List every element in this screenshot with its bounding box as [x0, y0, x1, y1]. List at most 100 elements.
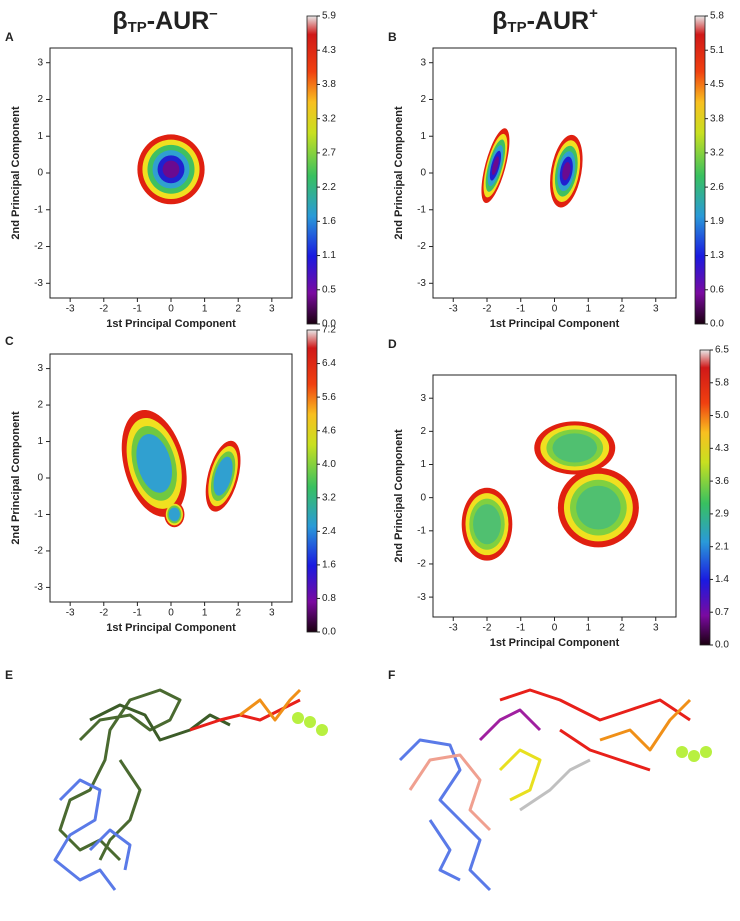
density-region — [473, 504, 501, 545]
colorbar-tick-label: 5.1 — [710, 45, 724, 56]
y-tick-label: 2 — [420, 94, 426, 105]
x-tick-label: 3 — [653, 304, 659, 315]
y-tick-label: 2 — [37, 400, 43, 411]
panel-label: F — [388, 668, 395, 682]
x-tick-label: 2 — [619, 304, 625, 315]
colorbar-tick-label: 4.3 — [322, 45, 336, 56]
colorbar-tick-label: 3.2 — [322, 113, 336, 124]
colorbar-tick-label: 2.4 — [322, 526, 336, 537]
colorbar-tick-label: 7.2 — [322, 325, 336, 336]
x-tick-label: 0 — [552, 304, 558, 315]
colorbar-tick-label: 2.6 — [710, 182, 724, 193]
y-axis-label: 2nd Principal Component — [10, 106, 22, 240]
y-tick-label: -3 — [34, 582, 43, 593]
x-tick-label: -1 — [516, 623, 525, 634]
y-tick-label: -1 — [417, 525, 426, 536]
column-title: βTP-AUR+ — [492, 5, 598, 36]
y-tick-label: 1 — [37, 436, 43, 447]
colorbar-tick-label: 4.0 — [322, 459, 336, 470]
y-tick-label: -2 — [34, 241, 43, 252]
colorbar-tick-label: 4.5 — [710, 79, 724, 90]
y-tick-label: 0 — [420, 492, 426, 503]
x-tick-label: 3 — [269, 304, 275, 315]
x-tick-label: 1 — [202, 304, 208, 315]
x-tick-label: 0 — [168, 608, 174, 619]
y-tick-label: 0 — [420, 168, 426, 179]
colorbar-tick-label: 1.6 — [322, 216, 336, 227]
panel-label: C — [5, 334, 14, 348]
colorbar-tick-label: 1.3 — [710, 250, 724, 261]
y-tick-label: 2 — [37, 94, 43, 105]
panel-label: D — [388, 337, 397, 351]
x-tick-label: -3 — [449, 304, 458, 315]
x-tick-label: 3 — [653, 623, 659, 634]
x-tick-label: -3 — [66, 304, 75, 315]
density-region — [168, 507, 180, 522]
x-tick-label: 3 — [269, 608, 275, 619]
density-region — [491, 156, 499, 175]
y-tick-label: -2 — [417, 559, 426, 570]
y-tick-label: 0 — [37, 473, 43, 484]
colorbar-tick-label: 5.8 — [710, 11, 724, 22]
column-title: βTP-AUR– — [112, 5, 217, 36]
x-tick-label: -2 — [99, 304, 108, 315]
y-tick-label: 2 — [420, 426, 426, 437]
colorbar-tick-label: 2.9 — [715, 509, 729, 520]
x-tick-label: 2 — [235, 608, 241, 619]
x-tick-label: -3 — [66, 608, 75, 619]
y-tick-label: 1 — [37, 131, 43, 142]
plot-frame — [432, 374, 677, 618]
colorbar-tick-label: 1.6 — [322, 560, 336, 571]
colorbar-tick-label: 0.6 — [710, 284, 724, 295]
x-tick-label: -1 — [516, 304, 525, 315]
x-tick-label: 1 — [585, 304, 591, 315]
x-tick-label: -3 — [449, 623, 458, 634]
panel-label: B — [388, 30, 397, 44]
x-axis-label: 1st Principal Component — [490, 637, 620, 649]
colorbar-tick-label: 1.4 — [715, 574, 729, 585]
y-axis-label: 2nd Principal Component — [393, 106, 405, 240]
colorbar-tick-label: 2.7 — [322, 148, 336, 159]
y-tick-label: 3 — [420, 57, 426, 68]
colorbar-tick-label: 5.6 — [322, 392, 336, 403]
colorbar-tick-label: 0.0 — [710, 319, 724, 330]
x-tick-label: -1 — [133, 608, 142, 619]
y-axis-label: 2nd Principal Component — [393, 429, 405, 563]
y-tick-label: -1 — [417, 204, 426, 215]
y-tick-label: 0 — [37, 168, 43, 179]
y-tick-label: -3 — [34, 278, 43, 289]
density-region — [213, 456, 233, 496]
colorbar-tick-label: 5.9 — [322, 11, 336, 22]
x-tick-label: -1 — [133, 304, 142, 315]
x-axis-label: 1st Principal Component — [490, 318, 620, 330]
colorbar — [694, 15, 706, 325]
colorbar — [306, 15, 318, 325]
colorbar-tick-label: 0.8 — [322, 593, 336, 604]
colorbar — [306, 329, 318, 633]
y-tick-label: -2 — [34, 546, 43, 557]
colorbar-tick-label: 0.7 — [715, 607, 729, 618]
colorbar-tick-label: 5.8 — [715, 377, 729, 388]
x-tick-label: 2 — [235, 304, 241, 315]
colorbar-tick-label: 0.0 — [322, 627, 336, 638]
colorbar-tick-label: 6.4 — [322, 358, 336, 369]
colorbar-tick-label: 0.5 — [322, 284, 336, 295]
y-tick-label: -3 — [417, 278, 426, 289]
colorbar-tick-label: 3.8 — [322, 79, 336, 90]
colorbar-tick-label: 4.3 — [715, 443, 729, 454]
y-tick-label: -1 — [34, 509, 43, 520]
density-region — [576, 485, 621, 530]
density-region — [562, 162, 571, 181]
y-tick-label: 3 — [37, 57, 43, 68]
y-tick-label: -1 — [34, 204, 43, 215]
y-tick-label: 1 — [420, 459, 426, 470]
colorbar-tick-label: 3.6 — [715, 476, 729, 487]
colorbar-tick-label: 4.6 — [322, 425, 336, 436]
molecule-f — [398, 688, 712, 892]
y-axis-label: 2nd Principal Component — [10, 411, 22, 545]
panel-label: E — [5, 668, 13, 682]
colorbar-tick-label: 0.0 — [715, 640, 729, 651]
x-tick-label: 0 — [168, 304, 174, 315]
density-region — [552, 433, 598, 463]
